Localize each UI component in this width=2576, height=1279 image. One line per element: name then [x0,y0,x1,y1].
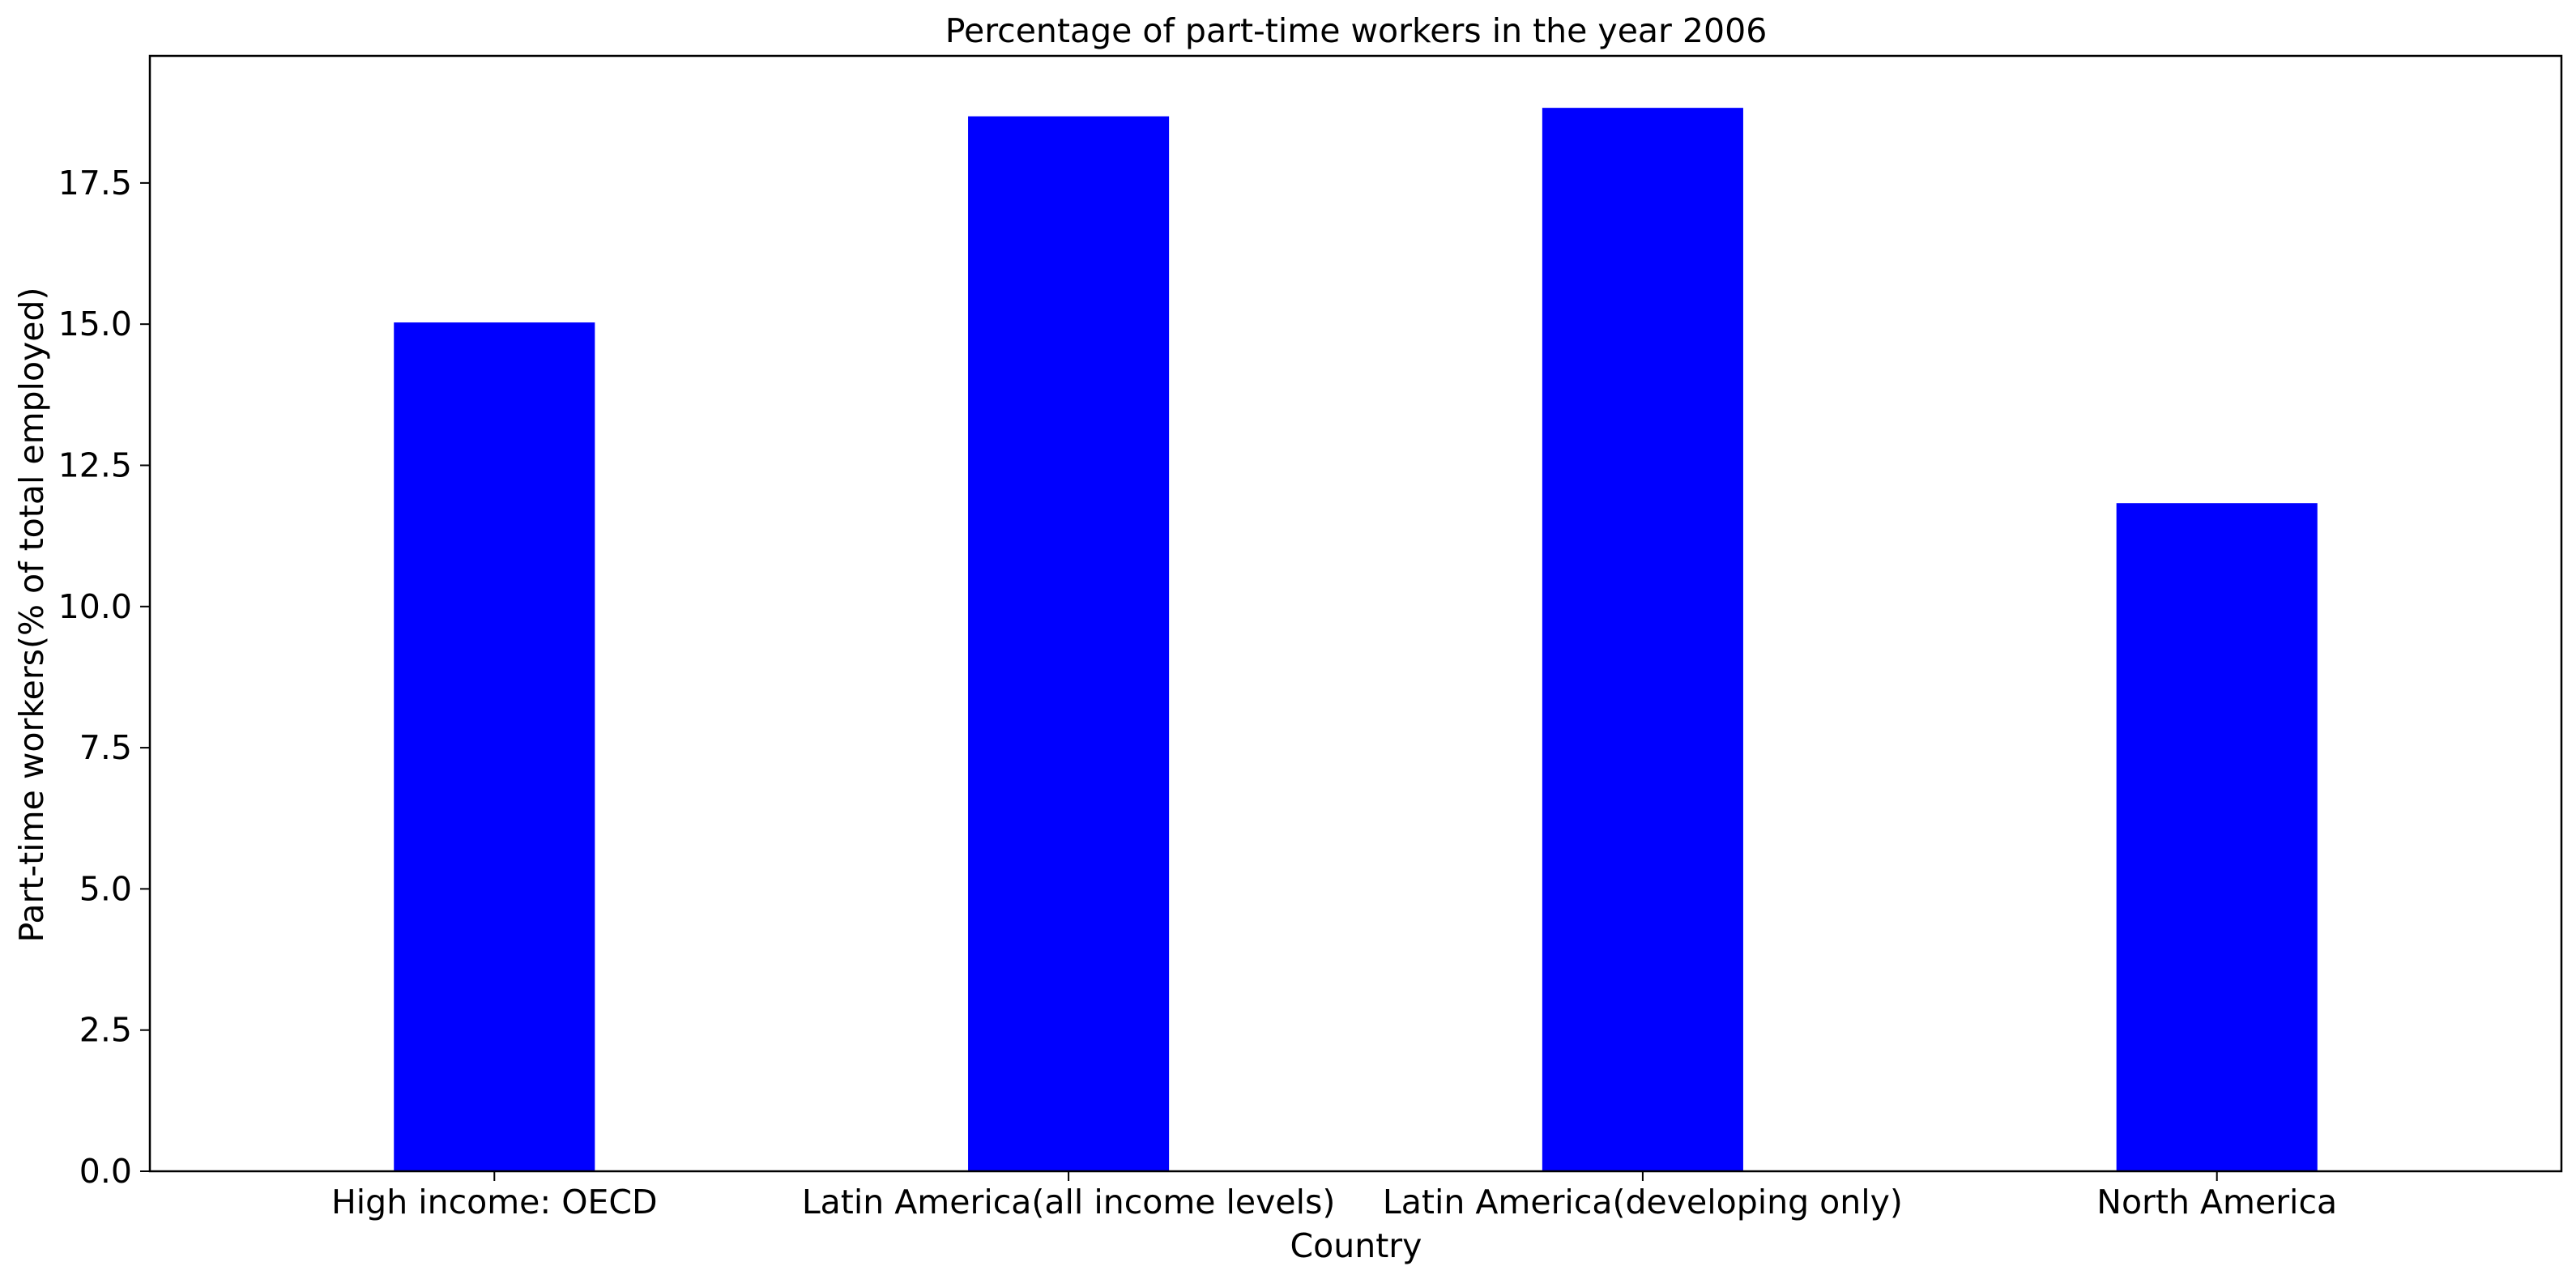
y-tick-label: 17.5 [58,164,132,203]
plot-frame [148,54,2563,1173]
x-tick-label: Latin America(developing only) [1383,1183,1903,1221]
bars-group [394,108,2318,1171]
y-tick-label: 0.0 [79,1152,132,1191]
bar-1 [968,116,1170,1171]
bar-2 [1542,108,1743,1171]
bar-3 [2116,503,2318,1171]
bar-0 [394,322,595,1171]
y-tick-label: 5.0 [79,869,132,908]
x-tick-label: Latin America(all income levels) [802,1183,1336,1221]
y-tick-label: 7.5 [79,728,132,767]
y-axis-ticks: 0.0 2.5 5.0 7.5 10.0 12.5 15.0 17.5 [58,164,150,1191]
y-tick-label: 12.5 [58,446,132,484]
chart-title: Percentage of part-time workers in the y… [945,11,1768,50]
x-axis-label: Country [1290,1226,1422,1265]
y-tick-label: 2.5 [79,1011,132,1050]
y-tick-label: 15.0 [58,305,132,343]
x-axis-ticks: High income: OECD Latin America(all incom… [331,1171,2337,1221]
y-axis-label: Part-time workers(% of total employed) [12,287,51,942]
y-tick-label: 10.0 [58,587,132,626]
x-tick-label: High income: OECD [331,1183,658,1221]
x-tick-label: North America [2096,1183,2337,1221]
